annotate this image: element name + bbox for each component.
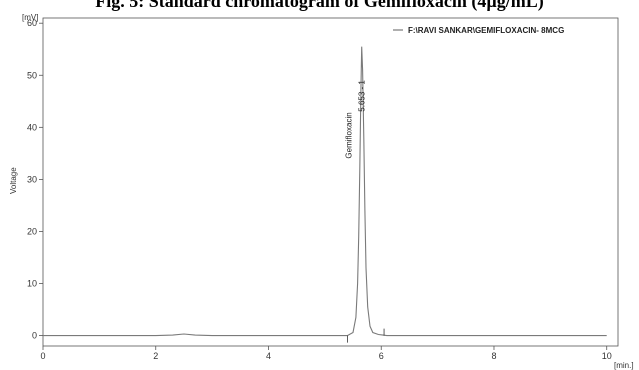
x-tick-label: 4 xyxy=(266,351,271,361)
y-tick-label: 0 xyxy=(32,331,37,341)
y-axis-label: Voltage xyxy=(9,167,18,194)
legend-entry: F:\RAVI SANKAR\GEMIFLOXACIN- 8MCG xyxy=(408,26,564,35)
x-tick-label: 10 xyxy=(602,351,612,361)
x-tick-label: 2 xyxy=(153,351,158,361)
y-tick-label: 40 xyxy=(27,122,37,132)
x-tick-label: 6 xyxy=(379,351,384,361)
series-line xyxy=(43,46,607,337)
figure-title: Fig. 5: Standard chromatogram of Gemiflo… xyxy=(95,0,544,11)
plot-frame xyxy=(42,17,619,347)
y-tick-label: 20 xyxy=(27,226,37,236)
y-tick-label: 10 xyxy=(27,279,37,289)
y-tick-label: 50 xyxy=(27,70,37,80)
y-tick-label: 30 xyxy=(27,174,37,184)
peak-retention-label: 5.653 - 1 xyxy=(358,80,367,112)
x-axis-unit: [min.] xyxy=(614,361,634,370)
peak-name-label: Gemifloxacin xyxy=(345,112,354,158)
x-tick-label: 0 xyxy=(40,351,45,361)
y-tick-label: 60 xyxy=(27,18,37,28)
x-tick-label: 8 xyxy=(491,351,496,361)
y-axis-unit: [mV] xyxy=(22,13,38,22)
